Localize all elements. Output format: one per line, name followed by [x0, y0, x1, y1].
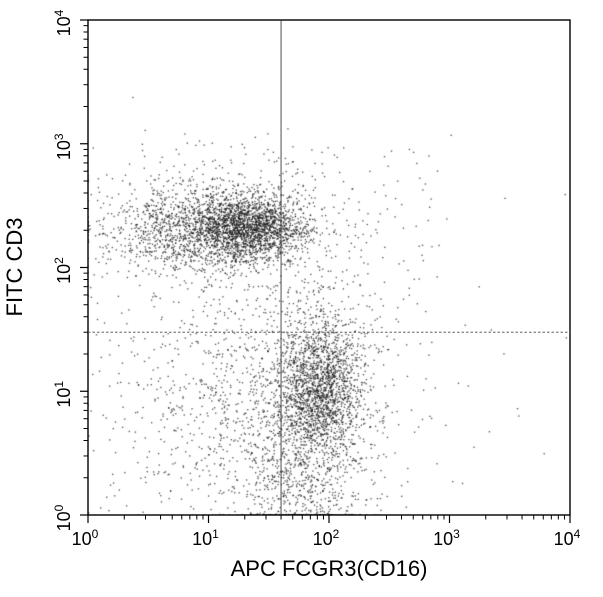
scatter-points: [88, 20, 570, 515]
x-tick-label: 104: [554, 527, 581, 549]
plot-border: [87, 19, 571, 516]
y-tick-label: 101: [52, 381, 74, 408]
y-tick-label: 103: [52, 133, 74, 160]
x-tick-label: 100: [72, 527, 99, 549]
x-tick-label: 103: [433, 527, 460, 549]
y-tick-label: 102: [52, 257, 74, 284]
y-axis-title: FITC CD3: [2, 218, 27, 317]
x-tick-label: 101: [192, 527, 219, 549]
x-axis-title: APC FCGR3(CD16): [231, 556, 428, 581]
y-tick-label: 100: [52, 504, 74, 531]
y-tick-label: 104: [52, 9, 74, 36]
x-tick-label: 102: [313, 527, 340, 549]
